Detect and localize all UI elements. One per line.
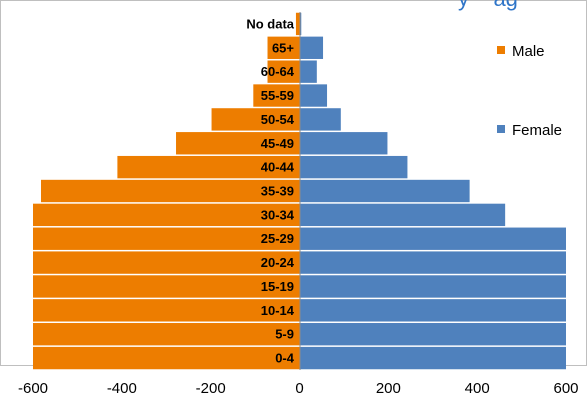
bar-female-55-59 [299, 84, 328, 107]
bar-male-0-4 [33, 346, 300, 370]
category-label: 35-39 [261, 184, 294, 199]
bar-male-65- [267, 36, 300, 59]
bar-male-60-64 [267, 60, 300, 83]
bar-male-35-39 [40, 179, 300, 203]
bar-female-60-64 [299, 60, 317, 83]
bar-female-0-4 [299, 346, 566, 370]
category-label: 5-9 [275, 327, 294, 342]
category-label: 55-59 [261, 88, 294, 103]
x-tick-label: 200 [376, 380, 401, 397]
legend-female-label: Female [512, 122, 562, 139]
bar-male-10-14 [33, 299, 300, 322]
bar-female-10-14 [299, 299, 566, 322]
chart-title-fragment: y ag [458, 0, 518, 11]
bar-female-30-34 [299, 203, 506, 227]
bar-male-30-34 [33, 203, 300, 227]
bar-male-20-24 [33, 251, 300, 274]
bar-female-5-9 [299, 323, 566, 346]
category-label: No data [246, 16, 294, 31]
category-label: 30-34 [261, 207, 295, 222]
bar-female-45-49 [299, 132, 388, 155]
bar-male-45-49 [176, 132, 300, 155]
category-label: 0-4 [275, 351, 295, 366]
bar-female-20-24 [299, 251, 566, 274]
bar-female-50-54 [299, 108, 341, 131]
category-label: 40-44 [261, 160, 295, 175]
legend-male-label: Male [512, 43, 545, 60]
bar-female-35-39 [299, 179, 470, 203]
x-tick-label: 600 [553, 380, 578, 397]
bar-male-55-59 [253, 84, 300, 107]
category-label: 65+ [272, 40, 294, 55]
category-label: 25-29 [261, 231, 294, 246]
bar-male-no-data [295, 12, 300, 36]
bar-male-5-9 [33, 323, 300, 346]
legend-female-swatch [497, 125, 505, 133]
bar-male-25-29 [33, 227, 300, 250]
category-label: 60-64 [261, 64, 295, 79]
x-tick-label: 0 [295, 380, 303, 397]
bar-male-50-54 [211, 108, 300, 131]
bar-female-15-19 [299, 275, 566, 298]
category-label: 10-14 [261, 303, 295, 318]
category-label: 45-49 [261, 136, 294, 151]
x-tick-label: 400 [465, 380, 490, 397]
bar-female-25-29 [299, 227, 566, 250]
category-label: 50-54 [261, 112, 295, 127]
bar-male-40-44 [117, 155, 300, 179]
bar-male-15-19 [33, 275, 300, 298]
bar-female-40-44 [299, 155, 408, 179]
legend-male-swatch [497, 46, 505, 54]
category-label: 15-19 [261, 279, 294, 294]
x-tick-label: -400 [107, 380, 137, 397]
x-tick-label: -600 [18, 380, 48, 397]
x-tick-label: -200 [196, 380, 226, 397]
bar-female-65- [299, 36, 324, 59]
category-label: 20-24 [261, 255, 295, 270]
